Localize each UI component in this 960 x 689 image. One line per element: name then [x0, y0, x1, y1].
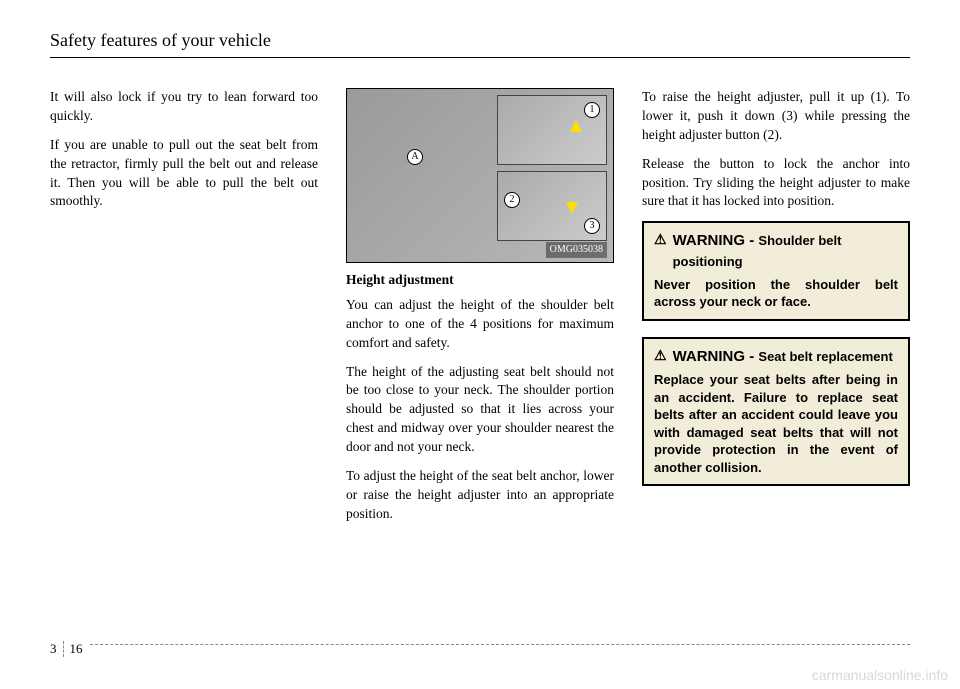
col3-paragraph-2: Release the button to lock the anchor in…: [642, 155, 910, 212]
warning-body-2: Replace your seat belts after being in a…: [654, 371, 898, 476]
callout-a: A: [407, 149, 423, 165]
warning-body-1: Never position the shoulder belt across …: [654, 276, 898, 311]
column-1: It will also lock if you try to lean for…: [50, 88, 318, 534]
page-number: 16: [64, 641, 83, 657]
page-footer: 3 16: [50, 644, 910, 661]
warning-header-1: ⚠ WARNING - Shoulder belt positioning: [654, 231, 898, 272]
page-number-box: 3 16: [50, 641, 89, 657]
chapter-number: 3: [50, 641, 64, 657]
watermark: carmanualsonline.info: [812, 667, 948, 683]
callout-3: 3: [584, 218, 600, 234]
seatbelt-figure: A 1 2 3 OMG035038: [346, 88, 614, 263]
column-3: To raise the height adjuster, pull it up…: [642, 88, 910, 534]
page-header: Safety features of your vehicle: [50, 30, 910, 58]
col3-paragraph-1: To raise the height adjuster, pull it up…: [642, 88, 910, 145]
figure-inset-top: 1: [497, 95, 607, 165]
callout-1: 1: [584, 102, 600, 118]
warning-label-1: WARNING -: [673, 232, 755, 249]
col2-paragraph-2: The height of the adjusting seat belt sh…: [346, 363, 614, 457]
warning-icon: ⚠: [654, 231, 667, 248]
column-2: A 1 2 3 OMG035038 Height adjustment You …: [346, 88, 614, 534]
col2-paragraph-3: To adjust the height of the seat belt an…: [346, 467, 614, 524]
content-columns: It will also lock if you try to lean for…: [50, 88, 910, 534]
col1-paragraph-2: If you are unable to pull out the seat b…: [50, 136, 318, 212]
warning-icon: ⚠: [654, 347, 667, 364]
col1-paragraph-1: It will also lock if you try to lean for…: [50, 88, 318, 126]
figure-inset-bottom: 2 3: [497, 171, 607, 241]
warning-shoulder-belt: ⚠ WARNING - Shoulder belt positioning Ne…: [642, 221, 910, 321]
callout-2: 2: [504, 192, 520, 208]
figure-code: OMG035038: [546, 242, 607, 258]
arrow-up-icon: [570, 120, 582, 132]
col2-paragraph-1: You can adjust the height of the shoulde…: [346, 296, 614, 353]
warning-header-2: ⚠ WARNING - Seat belt replacement: [654, 347, 898, 367]
warning-label-2: WARNING -: [673, 348, 755, 365]
warning-seatbelt-replacement: ⚠ WARNING - Seat belt replacement Replac…: [642, 337, 910, 487]
height-adjustment-heading: Height adjustment: [346, 271, 614, 290]
warning-subtitle-2: Seat belt replacement: [758, 349, 892, 364]
arrow-down-icon: [566, 202, 578, 214]
